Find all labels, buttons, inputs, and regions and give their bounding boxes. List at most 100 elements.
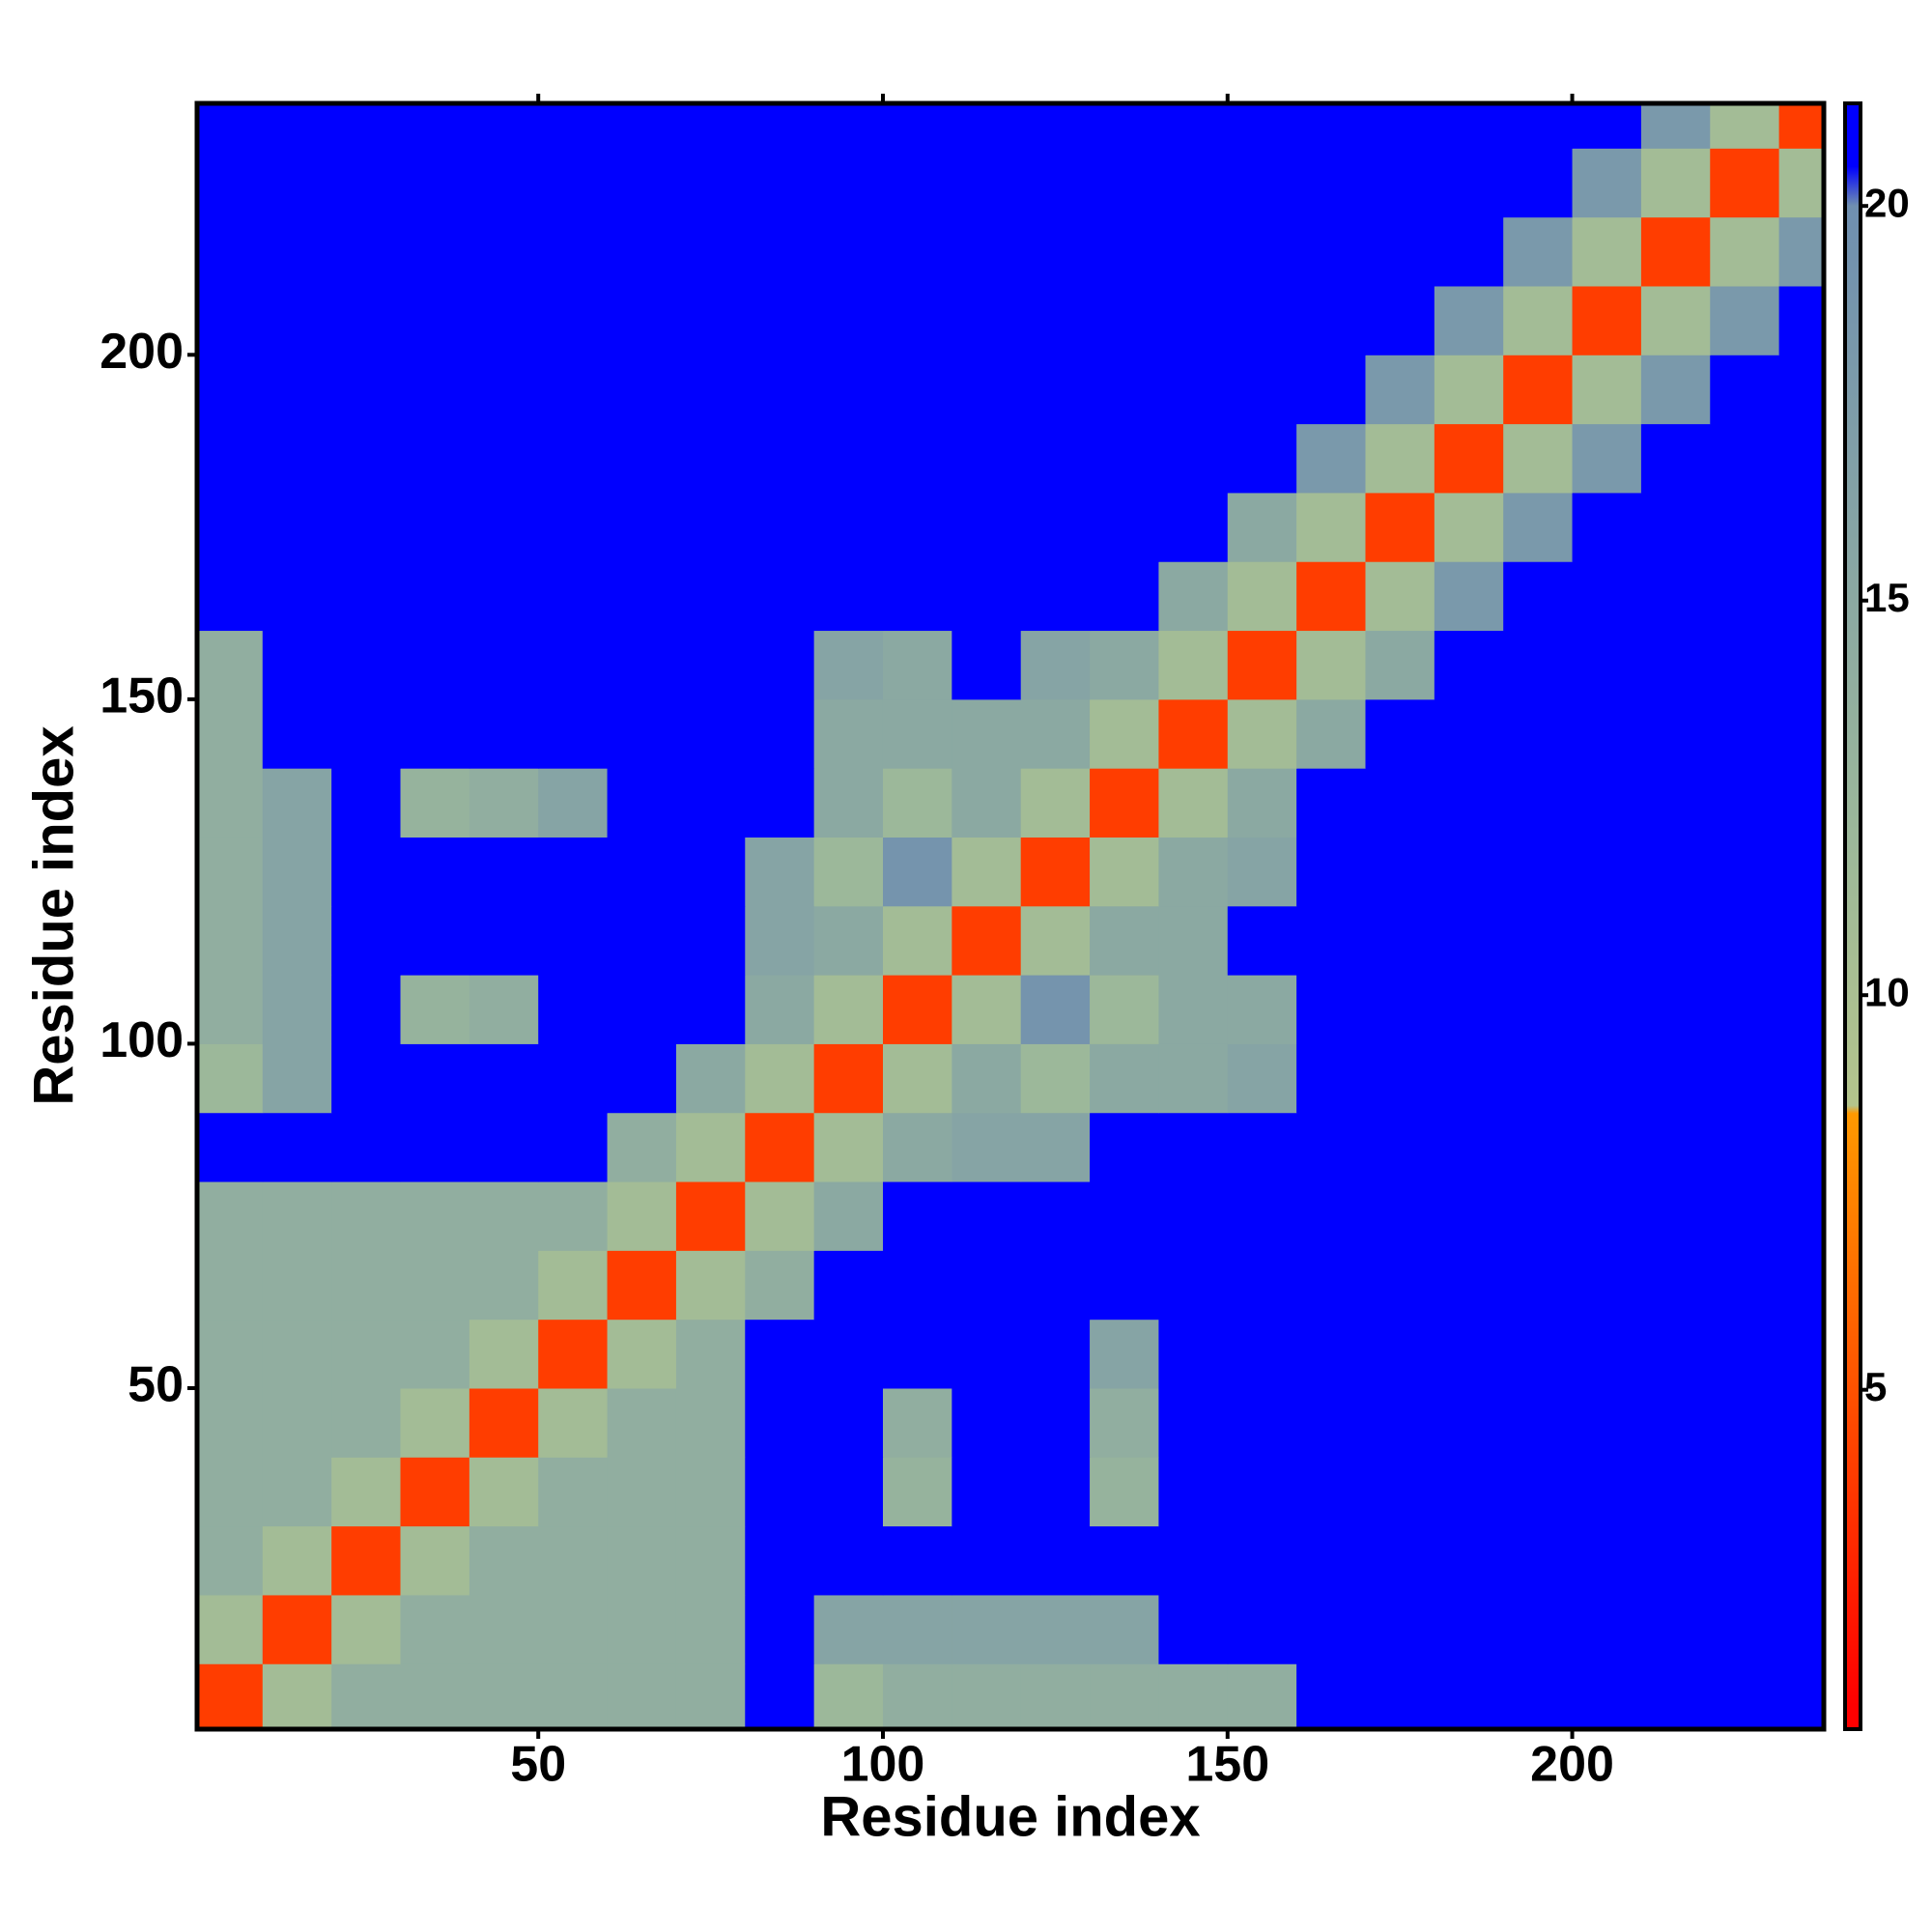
heatmap-cell [1572, 1663, 1642, 1729]
heatmap-cell [1020, 103, 1091, 149]
heatmap-cell [1710, 285, 1780, 355]
heatmap-cell [813, 837, 884, 907]
heatmap-cell [469, 1663, 539, 1729]
heatmap-cell [813, 355, 884, 425]
y-tick-label: 50 [128, 1357, 184, 1413]
heatmap-cell [469, 492, 539, 562]
heatmap-cell [675, 1457, 746, 1527]
heatmap-cell [1710, 975, 1780, 1044]
heatmap-cell [952, 1525, 1022, 1596]
heatmap-cell [1296, 768, 1366, 838]
heatmap-cell [882, 148, 952, 218]
heatmap-cell [1572, 492, 1642, 562]
heatmap-cell [1710, 148, 1780, 218]
heatmap-cell [331, 561, 401, 632]
heatmap-cell [1090, 216, 1159, 287]
heatmap-cell [1503, 905, 1574, 976]
heatmap-cell [331, 837, 401, 907]
heatmap-cell [469, 423, 539, 494]
heatmap-cell [952, 216, 1022, 287]
heatmap-cell [331, 1457, 401, 1527]
heatmap-cell [1778, 148, 1824, 218]
heatmap-cell [400, 698, 470, 769]
heatmap-cell [400, 905, 470, 976]
heatmap-cell [607, 630, 677, 700]
heatmap-cell [607, 698, 677, 769]
heatmap-cell [745, 698, 815, 769]
heatmap-cell [197, 561, 264, 632]
heatmap-cell [1640, 1525, 1711, 1596]
heatmap-cell [538, 355, 609, 425]
heatmap-cell [1572, 285, 1642, 355]
heatmap-cell [1503, 837, 1574, 907]
heatmap-cell [262, 285, 332, 355]
heatmap-cell [1640, 1112, 1711, 1182]
heatmap-cell [882, 1663, 952, 1729]
heatmap-cell [1296, 148, 1366, 218]
heatmap-cell [1503, 1663, 1574, 1729]
heatmap-cell [882, 1457, 952, 1527]
heatmap-cell [675, 837, 746, 907]
heatmap-cell [197, 148, 264, 218]
heatmap-cell [538, 1181, 609, 1251]
heatmap-cell [262, 975, 332, 1044]
heatmap-cell [1227, 492, 1297, 562]
heatmap-cell [1503, 355, 1574, 425]
heatmap-cell [1020, 492, 1091, 562]
heatmap-cell [1020, 1525, 1091, 1596]
heatmap-cell [1434, 1457, 1504, 1527]
heatmap-cell [1158, 837, 1229, 907]
heatmap-cell [538, 975, 609, 1044]
heatmap-cell [1572, 1525, 1642, 1596]
heatmap-cell [1090, 1181, 1159, 1251]
heatmap-cell [469, 1457, 539, 1527]
heatmap-cell [331, 1387, 401, 1458]
heatmap-cell [1090, 1250, 1159, 1321]
heatmap-cell [1434, 1663, 1504, 1729]
heatmap-cell [1710, 1594, 1780, 1664]
heatmap-cell [1710, 1112, 1780, 1182]
heatmap-cell [1227, 561, 1297, 632]
heatmap-cell [1365, 148, 1435, 218]
heatmap-cell [882, 561, 952, 632]
heatmap-cell [1227, 630, 1297, 700]
heatmap-cell [1090, 103, 1159, 149]
heatmap-cell [1227, 1319, 1297, 1389]
heatmap-cell [469, 1594, 539, 1664]
heatmap-cell [1710, 216, 1780, 287]
heatmap-cell [1365, 1525, 1435, 1596]
heatmap-cell [607, 423, 677, 494]
heatmap-cell [1572, 905, 1642, 976]
heatmap-cell [331, 216, 401, 287]
heatmap-cell [1503, 630, 1574, 700]
heatmap-cell [1365, 492, 1435, 562]
heatmap-cell [813, 768, 884, 838]
heatmap-cell [607, 905, 677, 976]
heatmap-cell [1710, 492, 1780, 562]
heatmap-cell [262, 837, 332, 907]
heatmap-cell [813, 285, 884, 355]
colorbar-tick-label: 10 [1864, 969, 1910, 1014]
heatmap-cell [1503, 1181, 1574, 1251]
heatmap-cell [675, 698, 746, 769]
heatmap-cell [262, 216, 332, 287]
heatmap-cell [1778, 1250, 1824, 1321]
x-tick-label: 50 [510, 1737, 566, 1793]
heatmap-cell [1020, 630, 1091, 700]
heatmap-cell [813, 1112, 884, 1182]
heatmap-cell [1572, 561, 1642, 632]
heatmap-cell [675, 1181, 746, 1251]
heatmap-cell [262, 768, 332, 838]
heatmap-cell [197, 1525, 264, 1596]
heatmap-cell [952, 285, 1022, 355]
heatmap-cell [607, 216, 677, 287]
heatmap-cell [469, 216, 539, 287]
heatmap-cell [607, 1043, 677, 1114]
heatmap-cell [1778, 698, 1824, 769]
heatmap-cell [1640, 768, 1711, 838]
heatmap-cell [745, 1319, 815, 1389]
heatmap-cell [813, 1043, 884, 1114]
heatmap-cell [882, 1525, 952, 1596]
heatmap-cell [197, 1663, 264, 1729]
y-axis-label: Residue index [22, 725, 85, 1105]
